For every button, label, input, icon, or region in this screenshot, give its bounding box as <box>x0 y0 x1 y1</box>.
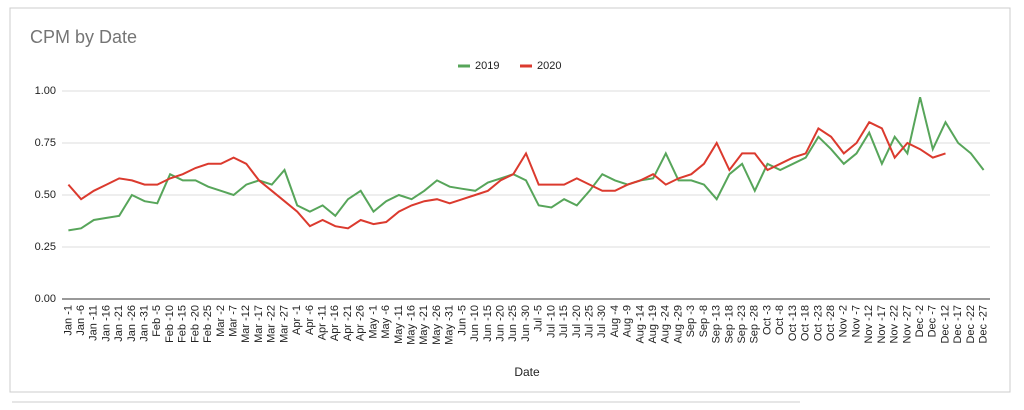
x-tick-label: Apr -21 <box>342 305 354 341</box>
x-tick-label: Nov -2 <box>838 305 850 337</box>
x-tick-label: May -1 <box>367 305 379 339</box>
x-tick-label: Oct -8 <box>774 305 786 335</box>
x-tick-label: May -21 <box>418 305 430 345</box>
x-tick-label: Feb -15 <box>177 305 189 343</box>
x-tick-label: May -6 <box>380 305 392 339</box>
x-tick-label: Feb -10 <box>164 305 176 343</box>
x-tick-label: Feb -25 <box>202 305 214 343</box>
x-tick-label: Apr -6 <box>304 305 316 335</box>
x-tick-label: Oct -18 <box>800 305 812 341</box>
x-tick-label: Jul -15 <box>558 305 570 338</box>
y-tick-label: 0.25 <box>35 241 56 253</box>
y-tick-label: 0.75 <box>35 137 56 149</box>
x-tick-label: Apr -26 <box>355 305 367 341</box>
x-tick-label: Aug -29 <box>672 305 684 344</box>
x-tick-label: Mar -7 <box>228 305 240 337</box>
x-tick-label: Apr -11 <box>317 305 329 340</box>
y-tick-label: 0.50 <box>35 189 56 201</box>
x-tick-label: Jul -25 <box>583 305 595 338</box>
x-tick-label: Mar -22 <box>266 305 278 343</box>
x-tick-label: May -31 <box>444 305 456 345</box>
x-tick-label: Aug -14 <box>634 305 646 344</box>
x-tick-label: Dec -27 <box>978 305 990 344</box>
x-tick-label: May -11 <box>393 305 405 344</box>
x-axis-label: Date <box>514 365 540 379</box>
x-tick-label: Nov -7 <box>850 305 862 337</box>
x-tick-label: Jan -26 <box>126 305 138 342</box>
x-tick-label: Jul -10 <box>545 305 557 338</box>
x-tick-label: Jun -30 <box>520 305 532 342</box>
x-tick-label: Jun -10 <box>469 305 481 342</box>
x-tick-label: Jun -20 <box>494 305 506 342</box>
x-tick-label: Oct -28 <box>825 305 837 341</box>
y-tick-label: 0.00 <box>35 293 56 305</box>
x-tick-label: Jan -31 <box>139 305 151 342</box>
x-tick-label: Feb -5 <box>151 305 163 337</box>
x-tick-label: Jan -21 <box>113 305 125 342</box>
x-tick-label: Sep -23 <box>736 305 748 344</box>
legend-label: 2020 <box>537 60 561 72</box>
x-tick-label: May -26 <box>431 305 443 345</box>
x-tick-label: Sep -28 <box>749 305 761 344</box>
x-tick-label: Apr -16 <box>329 305 341 341</box>
line-series <box>68 96 985 232</box>
x-tick-label: Sep -3 <box>685 305 697 337</box>
x-tick-label: Apr -1 <box>291 305 303 335</box>
line-series <box>67 120 946 230</box>
x-tick-label: Jun -25 <box>507 305 519 342</box>
x-tick-label: Jul -30 <box>596 305 608 338</box>
x-tick-label: Mar -2 <box>215 305 227 337</box>
card <box>9 7 1011 393</box>
x-tick-label: Aug -4 <box>609 305 621 337</box>
x-tick-label: Aug -9 <box>622 305 634 337</box>
x-tick-label: Aug -24 <box>660 305 672 344</box>
x-tick-label: Sep -18 <box>723 305 735 344</box>
x-tick-label: Sep -13 <box>711 305 723 344</box>
x-tick-label: Jul -20 <box>571 305 583 338</box>
x-tick-label: Aug -19 <box>647 305 659 344</box>
x-tick-label: Jul -5 <box>533 305 545 332</box>
x-tick-label: Nov -12 <box>863 305 875 344</box>
x-tick-label: Nov -22 <box>889 305 901 344</box>
x-tick-label: Mar -27 <box>278 305 290 343</box>
x-tick-label: Oct -23 <box>812 305 824 341</box>
x-tick-label: Nov -27 <box>901 305 913 344</box>
x-tick-label: Jun -5 <box>456 305 468 336</box>
x-tick-label: Nov -17 <box>876 305 888 344</box>
x-tick-label: Dec -17 <box>952 305 964 344</box>
x-tick-label: Jan -1 <box>62 305 74 336</box>
x-tick-label: Jan -16 <box>100 305 112 342</box>
x-tick-label: Oct -13 <box>787 305 799 341</box>
x-tick-label: Dec -12 <box>939 305 951 344</box>
x-tick-label: Oct -3 <box>761 305 773 335</box>
x-tick-label: Dec -2 <box>914 305 926 337</box>
x-tick-label: Jun -15 <box>482 305 494 342</box>
legend-label: 2019 <box>475 60 499 72</box>
x-tick-label: May -16 <box>405 305 417 345</box>
x-tick-label: Jan -6 <box>75 305 87 336</box>
x-tick-label: Sep -8 <box>698 305 710 337</box>
x-tick-label: Dec -22 <box>965 305 977 344</box>
x-tick-label: Mar -12 <box>240 305 252 343</box>
x-tick-label: Feb -20 <box>189 305 201 343</box>
x-tick-label: Jan -11 <box>88 305 100 341</box>
chart-title: CPM by Date <box>30 27 137 47</box>
x-tick-label: Mar -17 <box>253 305 265 343</box>
y-tick-label: 1.00 <box>35 85 56 97</box>
x-tick-label: Dec -7 <box>927 305 939 337</box>
